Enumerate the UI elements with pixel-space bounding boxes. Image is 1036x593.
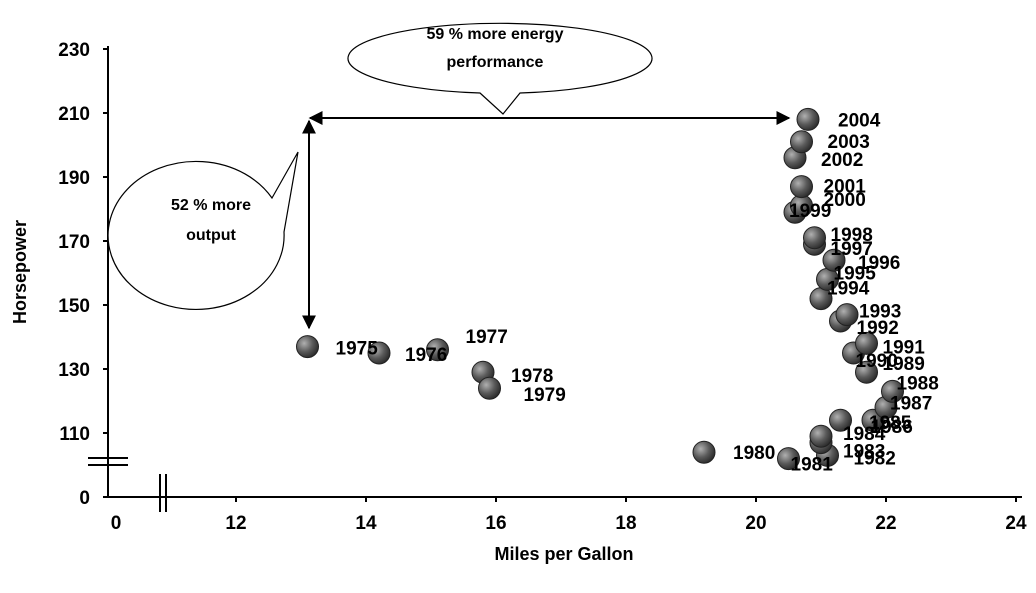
data-point-label: 1984: [843, 424, 886, 445]
data-point-label: 1992: [857, 318, 899, 339]
y-tick-label: 110: [59, 424, 90, 445]
y-ticks: 0 110 130 150 170 190 210 230: [58, 40, 108, 509]
data-point: [426, 338, 449, 362]
data-point-label: 1998: [831, 225, 873, 246]
data-point-label: 1994: [827, 279, 870, 300]
data-point: [881, 379, 904, 403]
data-points: [296, 107, 904, 471]
data-point-label: 1991: [883, 337, 926, 358]
axes: [88, 46, 1022, 512]
data-point-label: 1997: [831, 239, 873, 260]
x-tick-label: 12: [225, 513, 246, 534]
x-tick-label: 20: [745, 513, 766, 534]
data-point: [790, 175, 813, 199]
y-tick-label: 190: [58, 168, 90, 189]
data-point: [855, 360, 878, 384]
x-ticks: 0 12 14 16 18 20 22 24: [111, 497, 1027, 534]
data-point: [822, 248, 846, 272]
data-point-label: 1980: [733, 443, 775, 464]
data-point: [835, 303, 859, 327]
data-point-label: 2000: [824, 190, 866, 211]
x-axis-title: Miles per Gallon: [494, 544, 633, 564]
data-point-label: 2004: [838, 110, 881, 131]
data-point-label: 1975: [336, 339, 379, 360]
data-point-label: 1989: [883, 354, 925, 375]
data-point-label: 1983: [843, 442, 885, 463]
x-tick-label: 22: [875, 513, 896, 534]
y-tick-label: 150: [58, 296, 90, 317]
data-point-label: 1996: [858, 253, 900, 274]
callout-output-line-2: output: [186, 227, 236, 244]
data-point: [692, 440, 716, 464]
y-tick-label: 230: [58, 40, 90, 61]
data-point-label: 1995: [834, 263, 877, 284]
data-point: [803, 226, 826, 250]
data-point-label: 1993: [859, 302, 901, 323]
data-point: [296, 335, 319, 359]
data-point-label: 2001: [824, 177, 867, 198]
data-point-label: 1982: [854, 448, 896, 469]
data-point-label: 1988: [897, 373, 939, 394]
data-point: [809, 424, 833, 448]
callout-energy-line-2: performance: [447, 54, 544, 71]
callout-energy-performance: 59 % more energy performance: [347, 22, 653, 115]
callout-energy-line-1: 59 % more energy: [427, 26, 564, 43]
data-point-label: 1990: [856, 351, 898, 372]
data-point-label: 1981: [791, 455, 834, 476]
data-point-label: 1976: [405, 345, 447, 366]
data-point: [790, 130, 813, 154]
data-point-label: 1978: [511, 366, 553, 387]
y-tick-label: 210: [58, 104, 90, 125]
data-point-label: 1985: [869, 413, 912, 434]
x-tick-label: 14: [355, 513, 377, 534]
data-point: [777, 447, 800, 471]
data-point-label: 2002: [821, 150, 863, 171]
data-point: [478, 376, 501, 400]
callout-output-line-1: 52 % more: [171, 197, 251, 214]
data-point: [367, 341, 391, 365]
data-point-label: 2003: [828, 132, 870, 153]
data-point-label: 1979: [524, 385, 566, 406]
y-tick-label: 170: [58, 232, 90, 253]
callout-output: 52 % more output: [107, 151, 299, 310]
x-tick-label: 0: [111, 513, 122, 534]
data-point: [829, 408, 852, 432]
x-tick-label: 24: [1005, 513, 1027, 534]
x-tick-label: 16: [485, 513, 506, 534]
y-tick-label: 0: [79, 488, 90, 509]
y-tick-label: 130: [58, 360, 90, 381]
data-point-label: 1999: [789, 201, 831, 222]
data-point-label: 1977: [466, 327, 508, 348]
data-point: [796, 107, 820, 131]
data-point-label: 1986: [871, 417, 913, 438]
data-point-label: 1987: [890, 393, 932, 414]
y-axis-title: Horsepower: [10, 220, 30, 324]
data-point: [855, 331, 878, 355]
x-tick-label: 18: [615, 513, 636, 534]
